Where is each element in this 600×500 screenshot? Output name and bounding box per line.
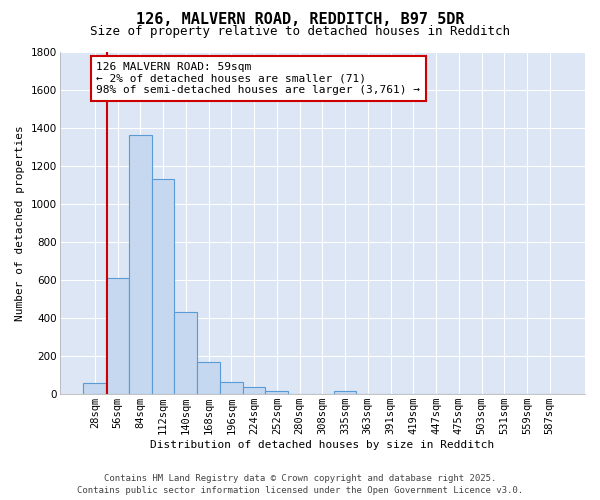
Text: Contains HM Land Registry data © Crown copyright and database right 2025.
Contai: Contains HM Land Registry data © Crown c… <box>77 474 523 495</box>
Bar <box>83 382 106 394</box>
Bar <box>334 392 356 394</box>
Bar <box>220 382 242 394</box>
Bar <box>106 278 129 394</box>
Bar <box>265 392 288 394</box>
Text: Size of property relative to detached houses in Redditch: Size of property relative to detached ho… <box>90 25 510 38</box>
Bar <box>197 362 220 394</box>
Bar <box>175 312 197 394</box>
Text: 126, MALVERN ROAD, REDDITCH, B97 5DR: 126, MALVERN ROAD, REDDITCH, B97 5DR <box>136 12 464 28</box>
Bar <box>129 136 152 394</box>
Bar <box>152 179 175 394</box>
Text: 126 MALVERN ROAD: 59sqm
← 2% of detached houses are smaller (71)
98% of semi-det: 126 MALVERN ROAD: 59sqm ← 2% of detached… <box>97 62 421 95</box>
Bar <box>242 386 265 394</box>
X-axis label: Distribution of detached houses by size in Redditch: Distribution of detached houses by size … <box>150 440 494 450</box>
Y-axis label: Number of detached properties: Number of detached properties <box>15 125 25 320</box>
